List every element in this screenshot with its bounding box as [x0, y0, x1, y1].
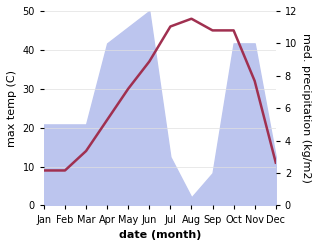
Y-axis label: med. precipitation (kg/m2): med. precipitation (kg/m2) [301, 33, 311, 183]
Y-axis label: max temp (C): max temp (C) [7, 70, 17, 147]
X-axis label: date (month): date (month) [119, 230, 201, 240]
